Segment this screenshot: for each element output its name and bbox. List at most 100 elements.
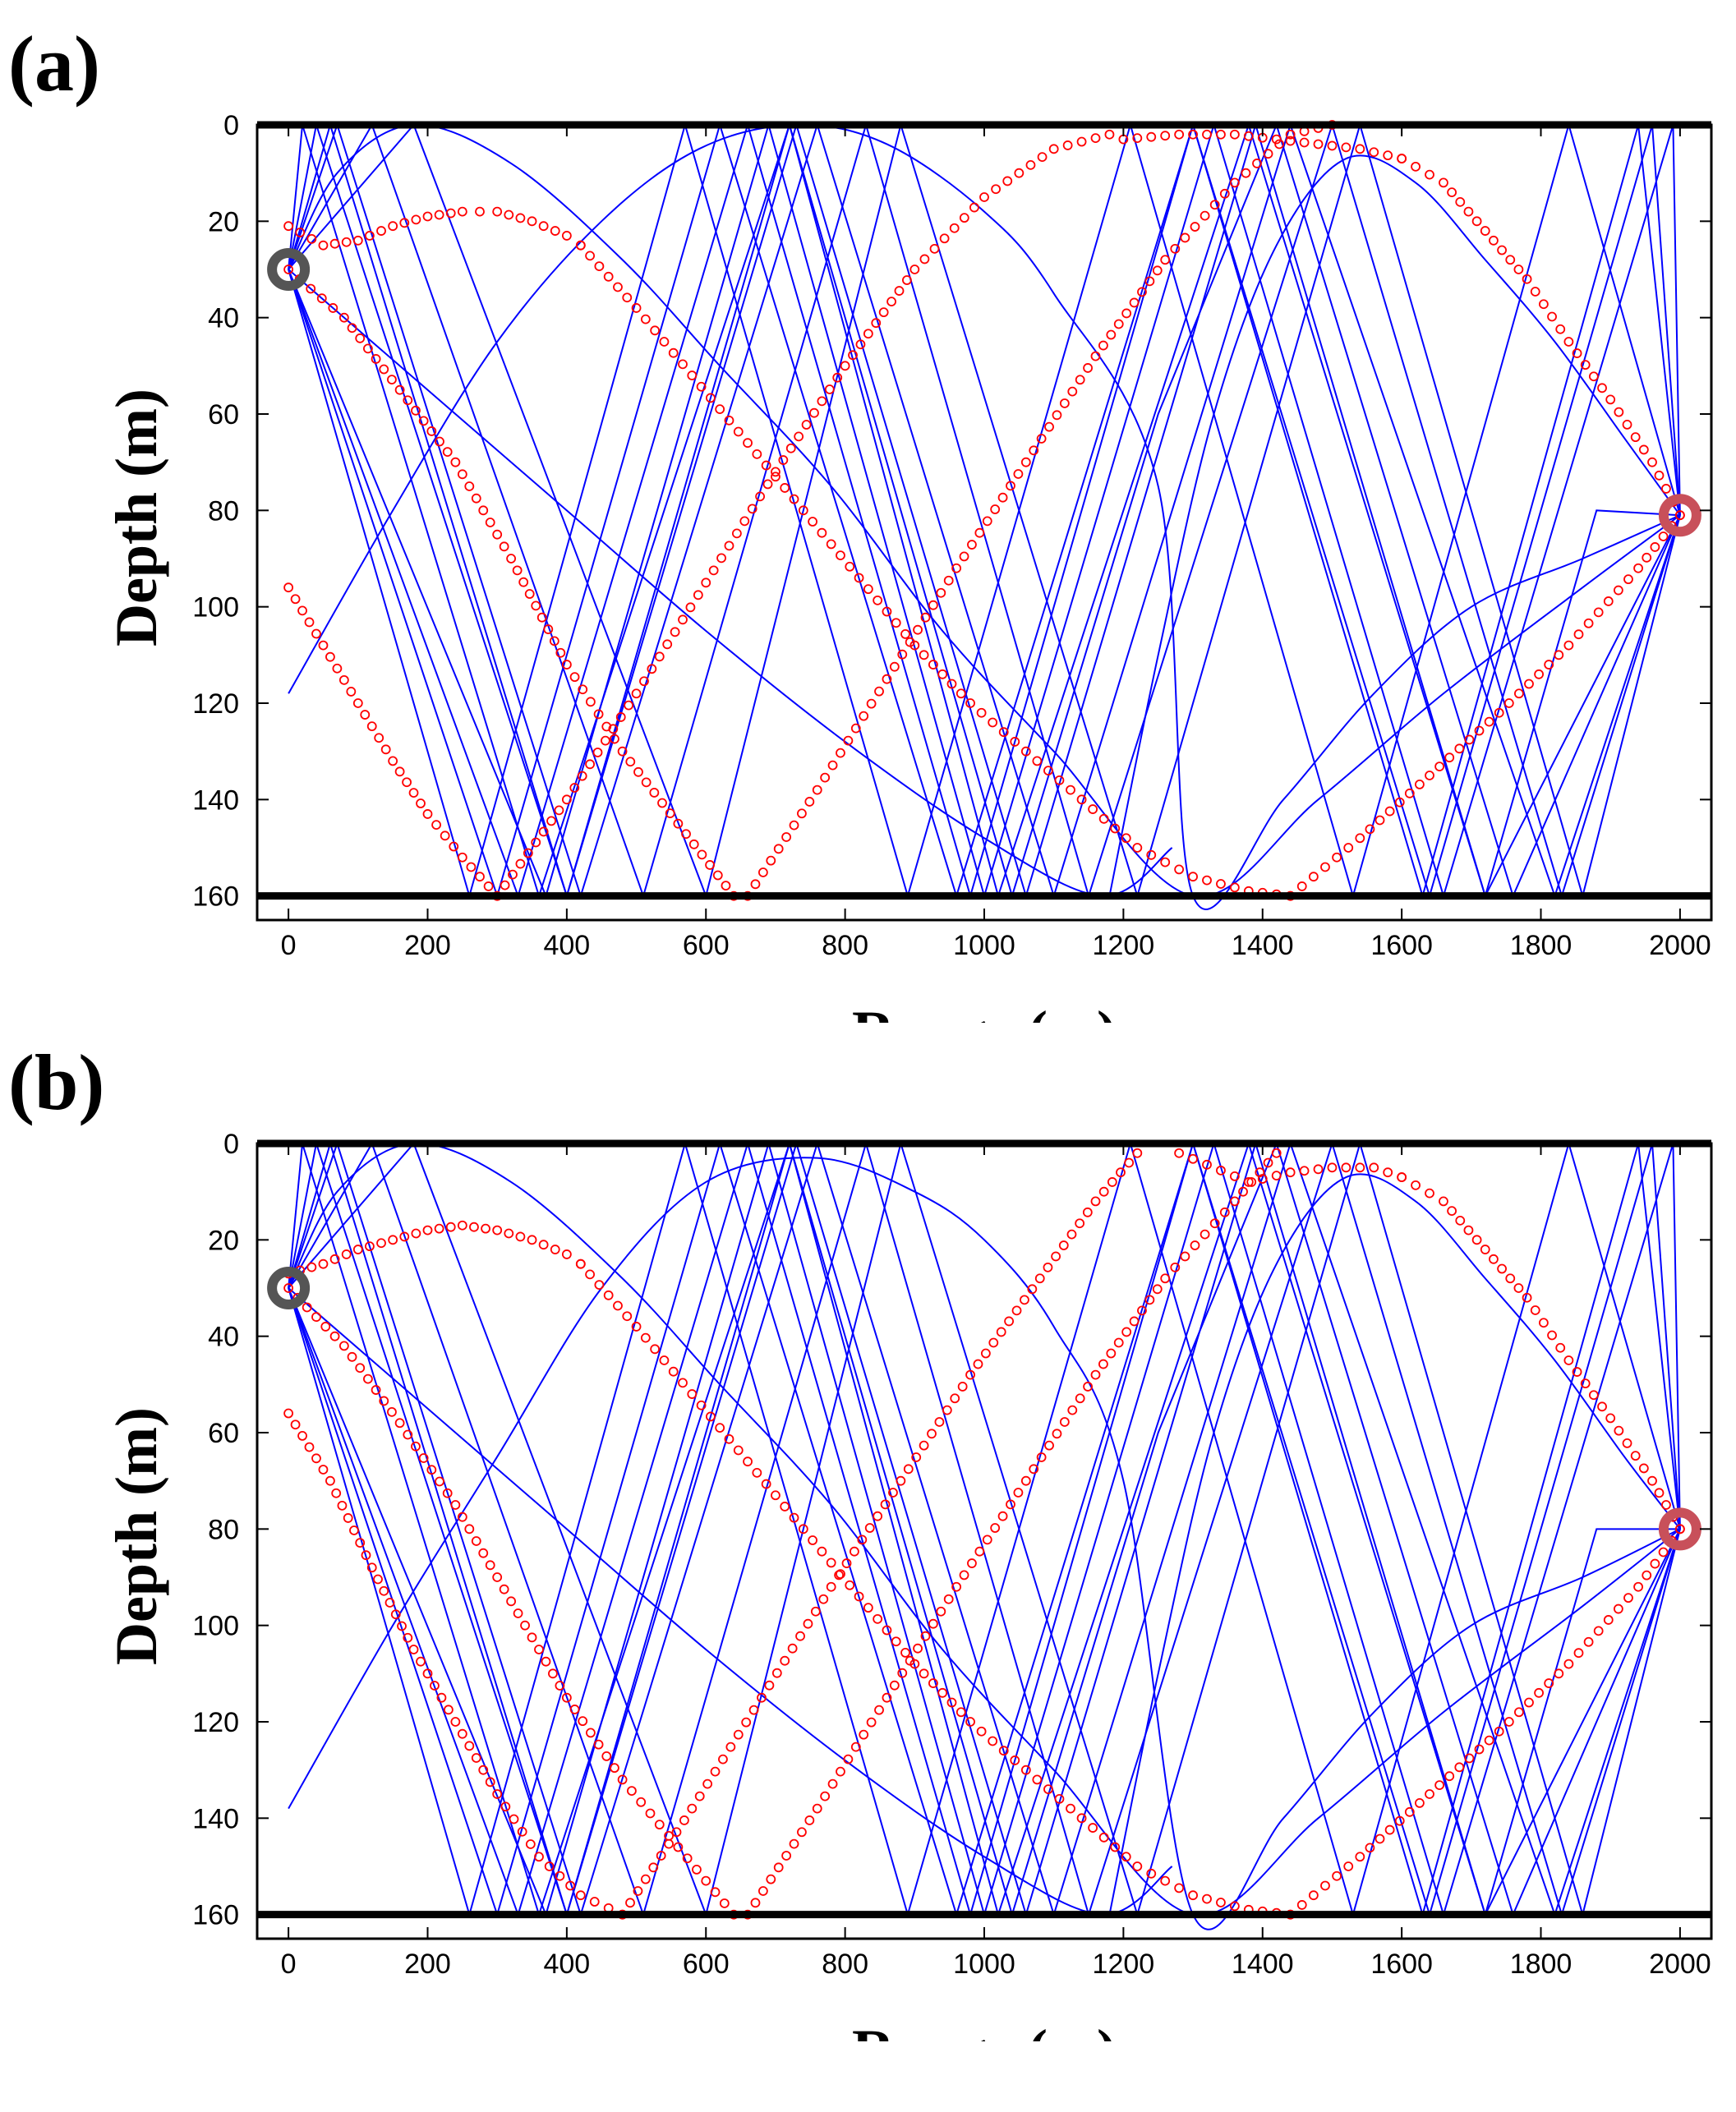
data-marker [394, 766, 405, 777]
data-marker [1463, 1225, 1474, 1235]
data-marker [1544, 1678, 1554, 1688]
data-marker [920, 1631, 931, 1641]
data-marker [1674, 1524, 1685, 1535]
data-marker [996, 1327, 1006, 1337]
data-marker [1308, 1890, 1319, 1901]
refracted-arch-1 [288, 125, 1681, 898]
data-marker [1146, 849, 1157, 860]
y-tick-label: 20 [208, 206, 239, 237]
data-marker [352, 1245, 363, 1254]
data-marker [608, 724, 619, 734]
data-marker [640, 1332, 651, 1343]
axis-ticks: 0 200 400 600 800 1000 1200 1400 1600 1800 2000 0 20… [192, 1129, 1711, 1980]
data-marker [1144, 276, 1155, 287]
x-tick-label: 1600 [1370, 1949, 1433, 1980]
data-marker [388, 221, 398, 232]
data-marker [374, 733, 384, 743]
data-marker [347, 1351, 357, 1362]
data-marker [1104, 129, 1115, 140]
data-marker [747, 504, 757, 514]
data-marker [1202, 875, 1212, 886]
data-marker [449, 841, 459, 852]
y-tick-label: 140 [192, 1803, 239, 1834]
data-marker [1010, 1755, 1020, 1765]
data-marker [1006, 1499, 1015, 1510]
data-marker [1332, 852, 1342, 863]
data-marker [1622, 1438, 1632, 1448]
data-marker [633, 766, 643, 777]
data-marker [1630, 432, 1641, 443]
data-marker [1563, 337, 1574, 347]
data-marker [778, 455, 789, 465]
data-marker [1588, 371, 1599, 382]
x-tick-label: 1600 [1370, 930, 1433, 961]
data-marker [384, 1598, 395, 1608]
data-marker [836, 1766, 845, 1777]
data-marker [593, 1739, 604, 1750]
data-marker [633, 1886, 643, 1896]
data-marker [897, 1668, 908, 1678]
data-marker [352, 235, 363, 246]
data-marker [464, 481, 475, 491]
data-marker [882, 1625, 892, 1636]
data-marker [1454, 1762, 1465, 1773]
data-marker [457, 1728, 467, 1739]
data-marker [1464, 734, 1475, 745]
panel-label: (a) [8, 20, 100, 108]
data-marker [705, 393, 716, 403]
data-marker [1075, 375, 1085, 385]
data-marker [1313, 139, 1324, 150]
data-marker [411, 1441, 421, 1452]
data-marker [1674, 510, 1685, 521]
data-marker [974, 527, 985, 538]
data-marker [712, 870, 723, 881]
data-marker [1603, 1615, 1614, 1625]
data-marker [527, 216, 537, 227]
data-marker [692, 1865, 702, 1875]
data-marker [857, 1535, 868, 1545]
data-marker [1274, 139, 1284, 150]
data-marker [982, 516, 992, 527]
data-marker [640, 1874, 651, 1884]
data-marker [1011, 1305, 1022, 1316]
data-marker [997, 1511, 1008, 1521]
data-marker [631, 688, 642, 699]
data-marker [1106, 329, 1117, 340]
data-marker [889, 661, 900, 672]
data-marker [445, 1222, 456, 1232]
data-marker [1113, 319, 1124, 329]
data-marker [863, 584, 873, 595]
x-axis-title: Range (m) [852, 2018, 1117, 2041]
data-marker [1098, 1832, 1109, 1843]
data-marker [761, 1479, 771, 1489]
data-marker [1494, 1726, 1504, 1737]
data-marker [1098, 813, 1109, 824]
data-marker [1480, 226, 1490, 236]
data-marker [1216, 1165, 1226, 1176]
chart-a: (a) 0 200 400 600 800 1000 1200 1400 1600 1800 200… [8, 20, 1713, 1023]
y-tick-label: 80 [208, 1514, 239, 1545]
data-marker [1474, 1744, 1485, 1755]
refracted-arch-4 [1108, 1173, 1681, 1915]
data-marker [450, 1500, 461, 1510]
data-marker [1375, 815, 1385, 826]
y-tick-label: 0 [223, 110, 239, 141]
data-marker [850, 1742, 861, 1752]
data-marker [743, 438, 753, 449]
data-marker [613, 1300, 623, 1311]
data-marker [464, 1741, 475, 1751]
data-marker [297, 605, 307, 616]
data-marker [436, 1692, 447, 1703]
data-marker [517, 1826, 527, 1837]
data-marker [708, 565, 719, 576]
data-marker [1623, 574, 1633, 585]
data-marker [365, 231, 375, 241]
data-marker [627, 1786, 637, 1796]
data-marker [1554, 1668, 1564, 1679]
data-marker [959, 213, 969, 223]
data-marker [1505, 1273, 1516, 1284]
data-marker [657, 798, 667, 808]
data-marker [1369, 1162, 1379, 1173]
data-marker [1343, 1861, 1354, 1871]
data-marker [639, 676, 649, 687]
